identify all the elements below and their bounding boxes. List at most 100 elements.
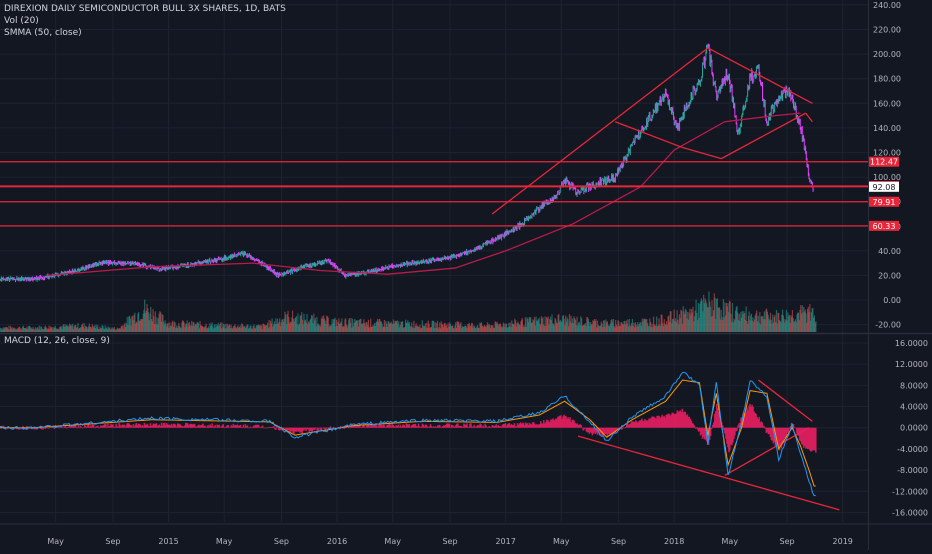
macd-histogram-bar xyxy=(204,425,206,428)
volume-bar xyxy=(507,327,509,332)
volume-bar xyxy=(53,327,55,332)
volume-bar xyxy=(96,327,98,332)
macd-histogram-bar xyxy=(714,411,717,428)
volume-bar xyxy=(184,327,186,332)
macd-histogram-bar xyxy=(160,422,163,428)
macd-histogram-bar xyxy=(299,427,301,433)
volume-bar xyxy=(585,326,587,332)
macd-histogram-bar xyxy=(176,423,179,428)
volume-bar xyxy=(487,325,489,332)
macd-histogram-bar xyxy=(48,427,51,429)
macd-histogram-bar xyxy=(364,426,366,428)
volume-bar xyxy=(518,323,520,332)
macd-histogram-bar xyxy=(583,427,585,430)
volume-bar xyxy=(215,323,217,332)
macd-histogram-bar xyxy=(659,418,661,428)
macd-histogram-bar xyxy=(200,425,202,428)
volume-legend[interactable]: Vol (20) xyxy=(4,16,39,26)
macd-histogram-bar xyxy=(320,427,323,430)
x-tick-label: 2015 xyxy=(158,537,178,546)
volume-bar xyxy=(297,313,299,332)
volume-bar xyxy=(595,319,597,332)
volume-bar xyxy=(642,321,644,332)
macd-histogram-bar xyxy=(399,424,401,428)
macd-histogram-bar xyxy=(478,425,480,428)
horizontal-levels[interactable] xyxy=(0,161,868,227)
smma-legend[interactable]: SMMA (50, close) xyxy=(4,28,82,38)
macd-histogram-bar xyxy=(362,425,364,428)
macd-histogram-bar xyxy=(520,423,523,428)
volume-bar xyxy=(104,325,106,332)
volume-bar xyxy=(525,326,527,332)
macd-histogram-bar xyxy=(183,426,185,428)
volume-bar xyxy=(622,324,624,332)
volume-bar xyxy=(697,302,699,332)
volume-bar xyxy=(414,328,416,332)
volume-bar xyxy=(376,321,378,332)
macd-histogram-bar xyxy=(620,427,623,430)
macd-histogram-bar xyxy=(441,426,444,428)
volume-bar xyxy=(356,320,358,332)
volume-bar xyxy=(9,329,11,332)
macd-histogram-bar xyxy=(229,427,232,428)
macd-histogram-bar xyxy=(64,425,67,428)
macd-histogram-bar xyxy=(86,424,89,428)
macd-histogram-bar xyxy=(569,417,571,428)
macd-histogram-bar xyxy=(190,423,192,428)
macd-histogram-bar xyxy=(783,427,786,438)
volume-bar xyxy=(631,322,633,332)
volume-bar xyxy=(586,317,588,332)
price-trendline xyxy=(614,121,683,149)
macd-histogram-bar xyxy=(243,427,246,429)
macd-histogram-bar xyxy=(767,427,770,435)
macd-histogram-bar xyxy=(224,427,227,428)
macd-histogram-bar xyxy=(585,427,588,432)
volume-bar xyxy=(182,320,184,332)
macd-histogram-bar xyxy=(653,416,655,428)
macd-histogram-bar xyxy=(755,413,757,428)
macd-histogram-bar xyxy=(732,427,734,443)
volume-bar xyxy=(194,325,196,332)
volume-bar xyxy=(401,321,404,332)
volume-bar xyxy=(495,321,497,332)
volume-bar xyxy=(94,325,96,332)
macd-histogram-bar xyxy=(370,424,372,428)
macd-histogram-bar xyxy=(378,424,380,428)
macd-histogram-bar xyxy=(16,427,18,430)
volume-bar xyxy=(66,326,68,332)
macd-histogram-bar xyxy=(678,411,681,428)
volume-bar xyxy=(99,326,101,332)
volume-bar xyxy=(278,321,280,332)
volume-bar xyxy=(391,323,393,332)
volume-bar xyxy=(408,323,410,332)
macd-legend[interactable]: MACD (12, 26, close, 9) xyxy=(4,336,110,346)
volume-bar xyxy=(336,325,338,332)
macd-histogram-bar xyxy=(452,425,454,428)
macd-histogram-bar xyxy=(381,426,383,428)
macd-histogram-bar xyxy=(214,424,216,428)
volume-bar xyxy=(569,321,571,332)
volume-bar xyxy=(423,325,426,332)
macd-histogram-bar xyxy=(393,426,395,428)
macd-histogram-bar xyxy=(252,425,255,428)
volume-bar xyxy=(224,328,226,332)
symbol-legend[interactable]: DIREXION DAILY SEMICONDUCTOR BULL 3X SHA… xyxy=(4,4,286,14)
volume-bar xyxy=(239,325,241,332)
macd-histogram-bar xyxy=(260,426,263,428)
macd-histogram-bar xyxy=(161,425,164,428)
volume-bar xyxy=(191,320,193,332)
macd-histogram-bar xyxy=(199,425,201,428)
volume-bar xyxy=(24,328,26,332)
volume-bar xyxy=(671,319,674,332)
macd-histogram-bar xyxy=(88,426,91,428)
volume-bar xyxy=(122,325,124,332)
macd-histogram-bar xyxy=(396,426,398,428)
volume-bar xyxy=(354,319,356,332)
macd-histogram-bar xyxy=(528,422,531,428)
price-tag-label: 92.08 xyxy=(873,183,896,192)
volume-bar xyxy=(124,322,126,332)
macd-histogram-bar xyxy=(40,427,42,430)
macd-histogram-bar xyxy=(470,423,472,428)
volume-bar xyxy=(615,320,617,332)
